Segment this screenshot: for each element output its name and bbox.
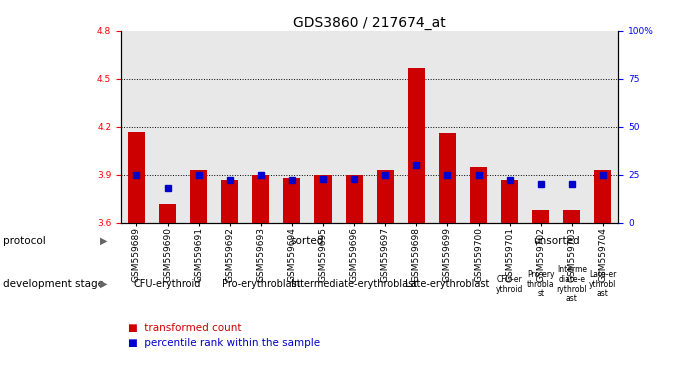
- Text: ▶: ▶: [100, 236, 107, 246]
- Bar: [252, 175, 269, 223]
- Bar: [159, 204, 176, 223]
- Bar: [283, 178, 301, 223]
- Bar: [563, 210, 580, 223]
- Text: unsorted: unsorted: [533, 236, 580, 246]
- Bar: [377, 170, 394, 223]
- Bar: [221, 180, 238, 223]
- Text: Pro-ery
throbla
st: Pro-ery throbla st: [527, 270, 554, 298]
- Text: protocol: protocol: [3, 236, 46, 246]
- Text: CFU-erythroid: CFU-erythroid: [134, 279, 201, 289]
- Bar: [314, 175, 332, 223]
- Bar: [128, 132, 145, 223]
- Bar: [594, 170, 612, 223]
- Text: ▶: ▶: [100, 279, 107, 289]
- Text: Late-er
ythrobl
ast: Late-er ythrobl ast: [589, 270, 616, 298]
- Text: sorted: sorted: [291, 236, 324, 246]
- Bar: [346, 175, 363, 223]
- Title: GDS3860 / 217674_at: GDS3860 / 217674_at: [293, 16, 446, 30]
- Text: Intermediate-erythroblast: Intermediate-erythroblast: [291, 279, 417, 289]
- Text: CFU-er
ythroid: CFU-er ythroid: [496, 275, 523, 293]
- Text: ■  transformed count: ■ transformed count: [128, 323, 241, 333]
- Text: Late-erythroblast: Late-erythroblast: [405, 279, 490, 289]
- Bar: [501, 180, 518, 223]
- Bar: [408, 68, 425, 223]
- Bar: [439, 133, 456, 223]
- Text: Interme
diate-e
rythrobl
ast: Interme diate-e rythrobl ast: [556, 265, 587, 303]
- Text: ■  percentile rank within the sample: ■ percentile rank within the sample: [128, 338, 320, 348]
- Bar: [190, 170, 207, 223]
- Bar: [470, 167, 487, 223]
- Bar: [532, 210, 549, 223]
- Text: Pro-erythroblast: Pro-erythroblast: [222, 279, 300, 289]
- Text: development stage: development stage: [3, 279, 104, 289]
